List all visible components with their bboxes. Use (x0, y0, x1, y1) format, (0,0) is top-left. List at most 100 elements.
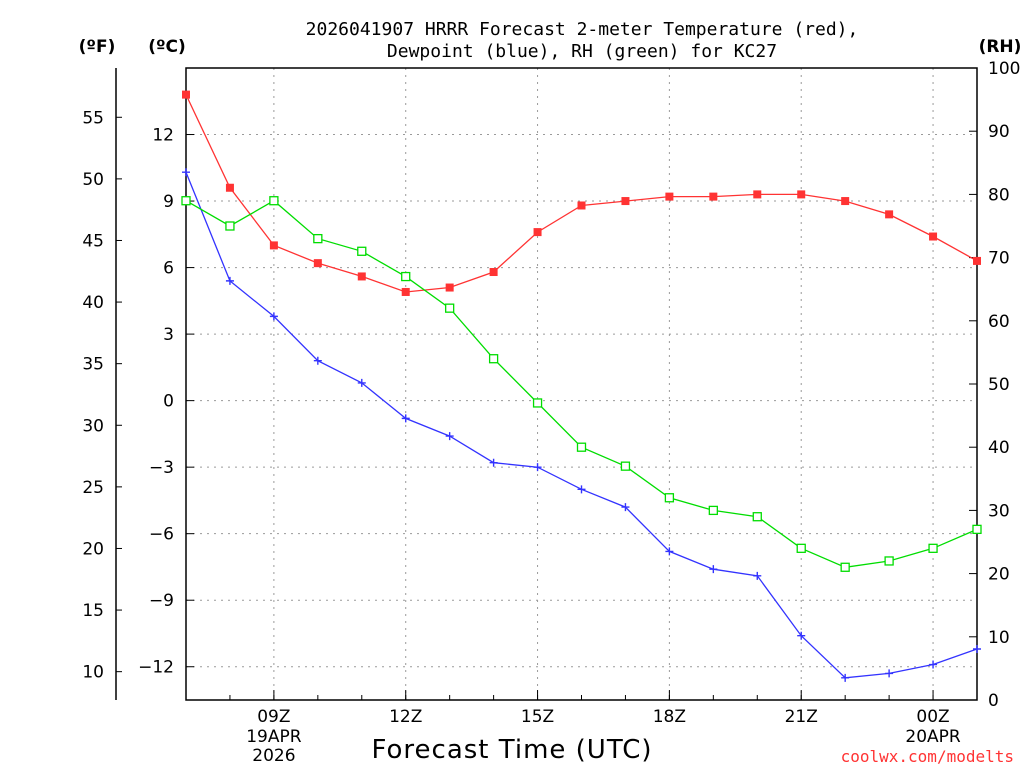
dewpoint-point (577, 485, 586, 494)
dewpoint-point (357, 378, 366, 387)
rh-point (972, 524, 982, 535)
data-series (181, 90, 982, 682)
x-tick-label: 00Z (916, 707, 949, 727)
temperature-point (753, 190, 762, 199)
dewpoint-point (313, 356, 322, 365)
rh-point (708, 505, 718, 516)
rh-tick-label: 80 (988, 185, 1010, 205)
temperature-point (929, 232, 938, 241)
dewpoint-point (973, 644, 981, 653)
celsius-tick-label: 6 (163, 259, 174, 279)
fahrenheit-tick-label: 45 (82, 231, 104, 251)
x-tick-year-label: 2026 (252, 746, 295, 766)
rh-point (884, 556, 894, 566)
rh-point (840, 562, 850, 572)
temperature-point (489, 268, 498, 277)
temperature-point (225, 183, 234, 192)
temperature-point (533, 228, 542, 237)
x-axis-title: Forecast Time (UTC) (371, 735, 652, 765)
rh-point (532, 398, 543, 408)
celsius-tick-label: 0 (163, 392, 174, 412)
y-axes: 129630−3−6−9−125550454035302520151010090… (82, 59, 1020, 711)
rh-point (313, 233, 323, 244)
dewpoint-point (929, 660, 938, 669)
rh-point (225, 221, 235, 231)
temperature-line (185, 94, 978, 293)
temperature-point (709, 192, 718, 201)
rh-point (488, 354, 499, 364)
rh-point (445, 303, 455, 313)
rh-point (796, 543, 806, 553)
fahrenheit-tick-label: 25 (82, 478, 104, 498)
dewpoint-point (225, 276, 234, 285)
rh-tick-label: 50 (988, 375, 1010, 395)
x-tick-date-label: 19APR (246, 727, 302, 747)
celsius-tick-label: −9 (149, 591, 174, 611)
rh-tick-label: 60 (988, 312, 1010, 332)
dewpoint-point (533, 463, 542, 472)
fahrenheit-tick-label: 15 (82, 601, 104, 621)
dewpoint-line (185, 171, 978, 679)
temperature-point (269, 241, 278, 250)
celsius-tick-label: −3 (149, 458, 174, 478)
rh-point (664, 493, 675, 503)
dewpoint-point (841, 673, 850, 682)
dewpoint-point (401, 414, 410, 423)
fahrenheit-tick-label: 35 (82, 355, 104, 375)
rh-point (752, 512, 762, 522)
celsius-tick-label: −12 (138, 658, 174, 678)
dewpoint-point (885, 669, 894, 678)
source-credit[interactable]: coolwx.com/modelts (841, 747, 1014, 766)
x-tick-label: 18Z (653, 707, 686, 727)
rh-point (620, 461, 631, 471)
dewpoint-point (489, 458, 498, 467)
temperature-point (973, 256, 981, 265)
rh-point (357, 246, 367, 256)
rh-point (928, 543, 938, 553)
temperature-point (797, 190, 806, 199)
rh-tick-label: 10 (988, 628, 1010, 648)
temperature-point (577, 201, 586, 210)
rh-tick-label: 30 (988, 501, 1010, 521)
dewpoint-point (182, 168, 190, 177)
dewpoint-point (797, 631, 806, 640)
x-tick-label: 12Z (389, 707, 422, 727)
temperature-point (665, 192, 674, 201)
x-tick-label: 09Z (257, 707, 290, 727)
dewpoint-point (621, 503, 630, 512)
dewpoint-point (269, 312, 278, 321)
fahrenheit-tick-label: 55 (82, 108, 104, 128)
temperature-point (182, 90, 190, 99)
temperature-point (445, 283, 454, 292)
rh-tick-label: 70 (988, 249, 1010, 269)
temperature-point (313, 259, 322, 268)
rh-line (185, 199, 978, 568)
dewpoint-point (445, 432, 454, 441)
dewpoint-point (753, 571, 762, 580)
dewpoint-point (709, 565, 718, 574)
temperature-point (357, 272, 366, 281)
rh-tick-label: 100 (988, 59, 1020, 79)
plot-frame (185, 67, 978, 701)
celsius-tick-label: 12 (152, 126, 174, 146)
celsius-tick-label: −6 (149, 525, 174, 545)
temperature-point (401, 287, 410, 296)
dewpoint-point (665, 547, 674, 556)
fahrenheit-tick-label: 50 (82, 170, 104, 190)
x-tick-date-label: 20APR (905, 727, 961, 747)
fahrenheit-tick-label: 40 (82, 293, 104, 313)
celsius-tick-label: 3 (163, 325, 174, 345)
fahrenheit-tick-label: 10 (82, 663, 104, 683)
x-tick-label: 21Z (785, 707, 818, 727)
temperature-point (841, 197, 850, 206)
celsius-tick-label: 9 (163, 192, 174, 212)
rh-point (401, 271, 411, 282)
fahrenheit-tick-label: 30 (82, 416, 104, 436)
rh-tick-label: 90 (988, 122, 1010, 142)
temperature-point (621, 197, 630, 206)
rh-tick-label: 40 (988, 438, 1010, 458)
rh-point (181, 196, 191, 206)
celsius-unit-label: (ºC) (148, 37, 186, 57)
rh-point (269, 196, 279, 206)
